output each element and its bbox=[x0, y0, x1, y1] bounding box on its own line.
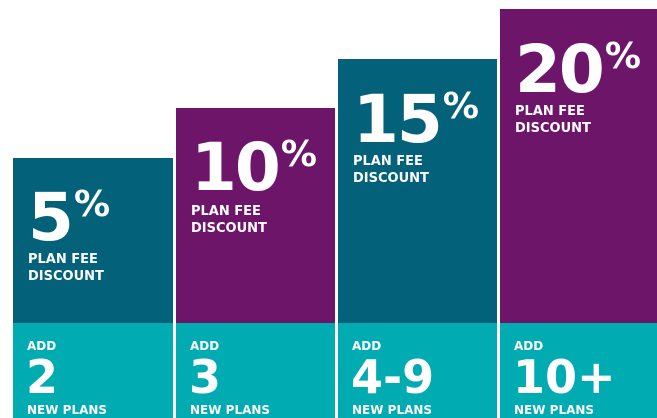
tier-2-percent-value: 10 bbox=[191, 129, 281, 206]
tier-1: 5% PLAN FEE DISCOUNT ADD 2 NEW PLANS bbox=[10, 155, 175, 418]
tier-4: 20% PLAN FEE DISCOUNT ADD 10+ NEW PLANS bbox=[497, 6, 657, 418]
tier-3-plans-panel: ADD 4-9 NEW PLANS bbox=[338, 323, 500, 418]
tier-4-add-label: ADD bbox=[514, 339, 544, 353]
tier-3-discount-label: PLAN FEE DISCOUNT bbox=[353, 153, 429, 187]
tier-3-discount-line1: PLAN FEE bbox=[353, 154, 423, 169]
tier-4-new-plans-label: NEW PLANS bbox=[514, 403, 595, 417]
tier-4-discount-label: PLAN FEE DISCOUNT bbox=[515, 103, 591, 137]
tier-1-add-label: ADD bbox=[27, 339, 57, 353]
tier-1-discount-line2: DISCOUNT bbox=[28, 269, 104, 284]
tier-4-percent: 20% bbox=[515, 37, 641, 103]
tier-3-percent: 15% bbox=[353, 87, 479, 153]
tier-3-discount-line2: DISCOUNT bbox=[353, 171, 429, 186]
tier-2-discount-line2: DISCOUNT bbox=[191, 221, 267, 236]
tier-1-percent: 5% bbox=[28, 185, 110, 251]
tier-3-add-label: ADD bbox=[352, 339, 382, 353]
tier-4-percent-value: 20 bbox=[515, 31, 605, 108]
tier-2-discount-panel: 10% PLAN FEE DISCOUNT bbox=[176, 108, 338, 323]
tier-1-percent-sign: % bbox=[73, 184, 111, 225]
tier-2-new-plans-label: NEW PLANS bbox=[190, 403, 271, 417]
tier-3-new-plans-label: NEW PLANS bbox=[352, 403, 433, 417]
tier-3-plans-count: 4-9 bbox=[351, 350, 435, 404]
tier-4-discount-line2: DISCOUNT bbox=[515, 121, 591, 136]
tier-4-plans-panel: ADD 10+ NEW PLANS bbox=[500, 323, 657, 418]
tier-3-percent-value: 15 bbox=[353, 81, 443, 158]
tier-1-percent-value: 5 bbox=[28, 179, 74, 256]
tier-2-plans-panel: ADD 3 NEW PLANS bbox=[176, 323, 338, 418]
tier-2-percent: 10% bbox=[191, 135, 317, 201]
tier-1-discount-line1: PLAN FEE bbox=[28, 252, 98, 267]
tier-2-add-label: ADD bbox=[190, 339, 220, 353]
tier-1-discount-panel: 5% PLAN FEE DISCOUNT bbox=[13, 158, 175, 323]
tier-2-discount-label: PLAN FEE DISCOUNT bbox=[191, 203, 267, 237]
tier-2-discount-line1: PLAN FEE bbox=[191, 204, 261, 219]
tier-1-plans-panel: ADD 2 NEW PLANS bbox=[13, 323, 175, 418]
tier-1-discount-label: PLAN FEE DISCOUNT bbox=[28, 251, 104, 285]
tier-4-discount-panel: 20% PLAN FEE DISCOUNT bbox=[500, 9, 657, 323]
tier-1-plans-count: 2 bbox=[26, 350, 59, 404]
tier-3-discount-panel: 15% PLAN FEE DISCOUNT bbox=[338, 59, 500, 323]
tier-2: 10% PLAN FEE DISCOUNT ADD 3 NEW PLANS bbox=[173, 105, 338, 418]
tier-3-percent-sign: % bbox=[442, 86, 479, 127]
tier-2-plans-count: 3 bbox=[189, 350, 222, 404]
tier-4-discount-line1: PLAN FEE bbox=[515, 104, 585, 119]
tier-4-percent-sign: % bbox=[604, 36, 641, 77]
tier-4-plans-count: 10+ bbox=[513, 350, 616, 404]
tier-3: 15% PLAN FEE DISCOUNT ADD 4-9 NEW PLANS bbox=[335, 56, 500, 418]
tier-1-new-plans-label: NEW PLANS bbox=[27, 403, 108, 417]
tier-2-percent-sign: % bbox=[280, 134, 317, 175]
